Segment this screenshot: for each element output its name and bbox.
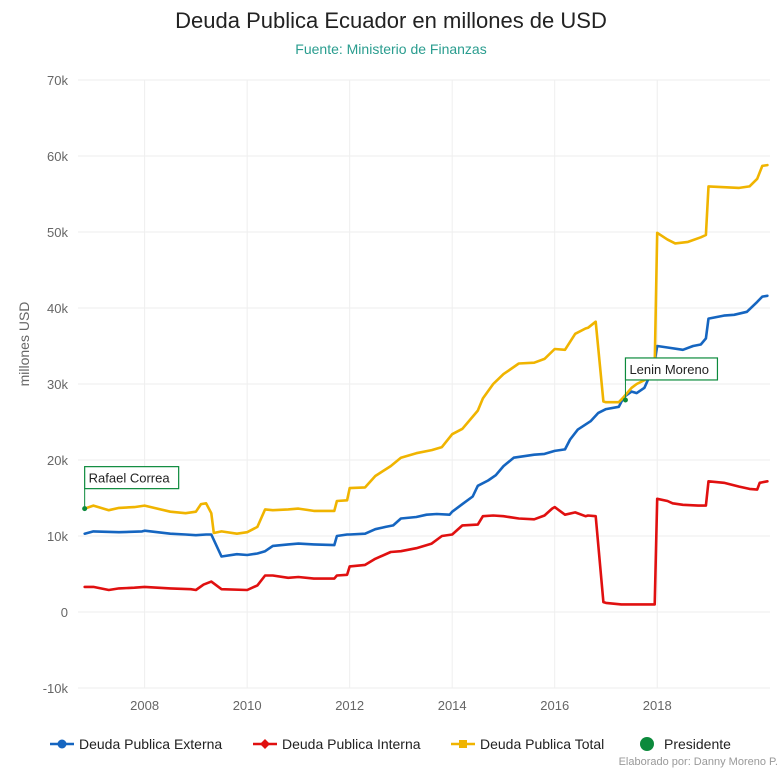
legend-item-1[interactable]: Deuda Publica Interna [253,736,421,752]
annotation-box [84,466,180,490]
annotation-label: Rafael Correa [89,471,171,486]
president-marker [622,397,628,403]
y-tick-label: 30k [47,377,68,392]
legend-marker-square [459,740,467,748]
legend-marker-circle [57,739,67,749]
annotation-box [624,357,719,381]
legend-label: Deuda Publica Interna [282,736,421,752]
series-line-externa [83,294,769,558]
y-tick-label: 70k [47,73,68,88]
legend-item-3[interactable]: Presidente [640,736,731,752]
x-tick-label: 2008 [130,698,159,713]
y-tick-label: 10k [47,529,68,544]
grid-layer [78,79,770,689]
annotation-layer: Rafael Correa Lenin Moreno [82,357,719,512]
legend-label: Presidente [664,736,731,752]
y-tick-label: 0 [61,605,68,620]
y-tick-label: 60k [47,149,68,164]
legend-item-2[interactable]: Deuda Publica Total [451,736,604,752]
x-tick-label: 2014 [438,698,467,713]
president-marker [82,506,88,512]
series-line-total [83,163,769,535]
legend-marker-presidente [640,737,654,751]
y-tick-label: 40k [47,301,68,316]
series-layer [83,163,769,606]
legend-label: Deuda Publica Total [480,736,604,752]
annotation-label: Lenin Moreno [629,362,709,377]
x-tick-label: 2012 [335,698,364,713]
y-tick-label: 50k [47,225,68,240]
y-axis-title: millones USD [16,302,32,387]
credit-text: Elaborado por: Danny Moreno P. [618,756,778,768]
y-tick-label: 20k [47,453,68,468]
y-tick-label: -10k [43,681,69,696]
x-tick-label: 2018 [643,698,672,713]
series-line-interna [83,480,769,606]
legend-marker-diamond [260,739,270,749]
legend-label: Deuda Publica Externa [79,736,222,752]
legend-layer: Deuda Publica Externa Deuda Publica Inter… [50,736,731,752]
chart-subtitle: Fuente: Ministerio de Finanzas [295,41,487,57]
legend-item-0[interactable]: Deuda Publica Externa [50,736,222,752]
x-tick-label: 2010 [233,698,262,713]
x-tick-label: 2016 [540,698,569,713]
axis-layer: -10k 0 10k 20k 30k 40k 50k 60k 70k 2008 2010 2012 20… [16,73,672,713]
chart-title: Deuda Publica Ecuador en millones de USD [175,8,607,33]
